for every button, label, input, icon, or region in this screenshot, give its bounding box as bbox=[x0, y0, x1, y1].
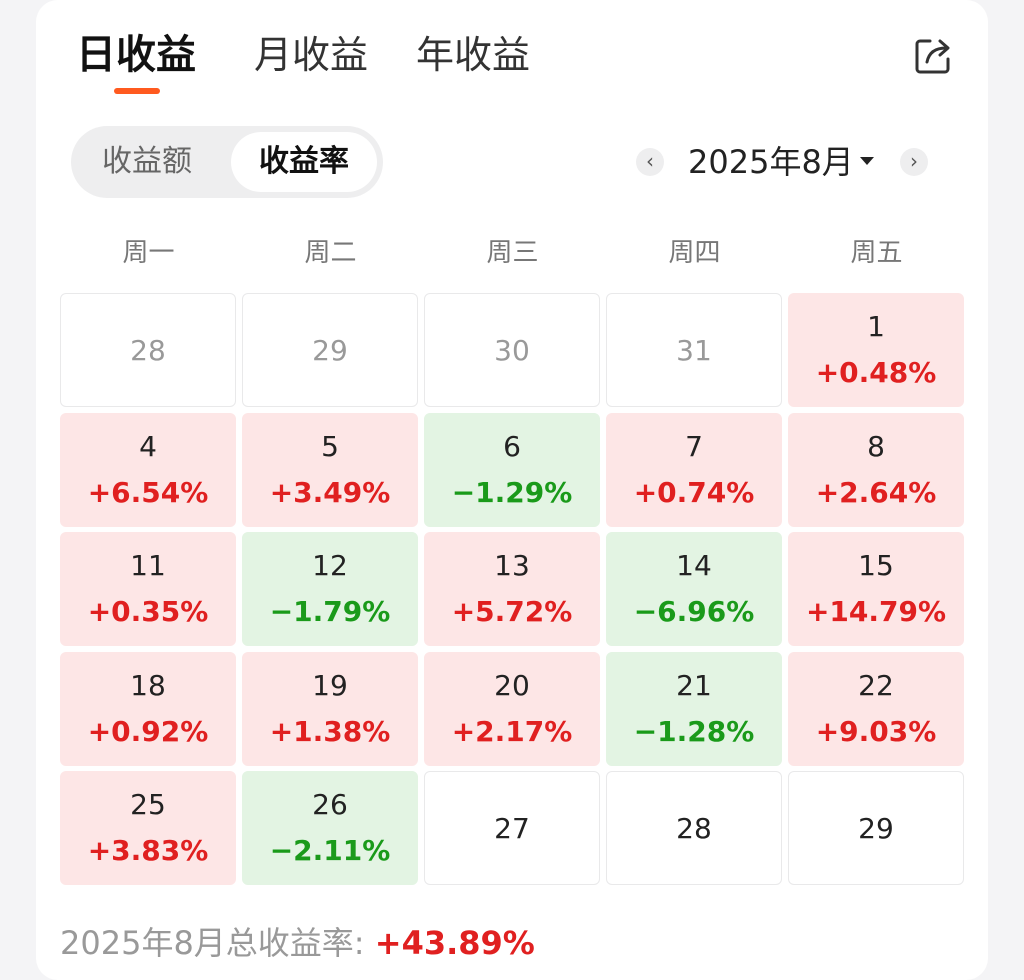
weekday-label: 周二 bbox=[304, 238, 357, 268]
daily-return: +3.49% bbox=[269, 476, 391, 509]
calendar-day-cell[interactable]: 20 +2.17% bbox=[424, 652, 600, 766]
calendar-day-cell[interactable]: 28 bbox=[60, 293, 236, 407]
day-number: 25 bbox=[130, 788, 166, 821]
day-number: 11 bbox=[130, 549, 166, 582]
day-number: 22 bbox=[858, 669, 894, 702]
day-number: 29 bbox=[312, 334, 348, 367]
day-number: 6 bbox=[503, 430, 521, 463]
calendar-day-cell[interactable]: 19 +1.38% bbox=[242, 652, 418, 766]
daily-return: −6.96% bbox=[633, 595, 755, 628]
daily-return: +6.54% bbox=[87, 476, 209, 509]
daily-return: +0.48% bbox=[815, 356, 937, 389]
calendar-day-cell[interactable]: 27 bbox=[424, 771, 600, 885]
amount-rate-toggle: 收益额 收益率 bbox=[71, 126, 383, 198]
calendar-day-cell[interactable]: 8 +2.64% bbox=[788, 413, 964, 527]
daily-return: +2.17% bbox=[451, 715, 573, 748]
daily-return: +2.64% bbox=[815, 476, 937, 509]
day-number: 26 bbox=[312, 788, 348, 821]
daily-return: +0.74% bbox=[633, 476, 755, 509]
active-tab-indicator bbox=[114, 88, 160, 94]
calendar-day-cell[interactable]: 31 bbox=[606, 293, 782, 407]
total-label: 2025年8月总收益率: bbox=[60, 924, 375, 962]
prev-month-button[interactable]: ‹ bbox=[636, 148, 664, 176]
day-number: 28 bbox=[676, 812, 712, 845]
toggle-rate[interactable]: 收益率 bbox=[231, 132, 377, 192]
daily-return: +1.38% bbox=[269, 715, 391, 748]
day-number: 5 bbox=[321, 430, 339, 463]
month-navigator: ‹ 2025年8月 › bbox=[636, 140, 936, 186]
calendar-grid: 28 29 30 31 1 +0.48% 4 +6.54% 5 +3.49% 6 −1.29% 7 +0.… bbox=[60, 293, 964, 887]
calendar-day-cell[interactable]: 13 +5.72% bbox=[424, 532, 600, 646]
tab-daily[interactable]: 日收益 bbox=[76, 32, 196, 78]
caret-down-icon bbox=[859, 157, 874, 165]
calendar-day-cell[interactable]: 6 −1.29% bbox=[424, 413, 600, 527]
calendar-day-cell[interactable]: 12 −1.79% bbox=[242, 532, 418, 646]
day-number: 8 bbox=[867, 430, 885, 463]
weekday-label: 周一 bbox=[122, 238, 175, 268]
calendar-day-cell[interactable]: 7 +0.74% bbox=[606, 413, 782, 527]
tab-yearly[interactable]: 年收益 bbox=[416, 33, 531, 77]
day-number: 14 bbox=[676, 549, 712, 582]
day-number: 27 bbox=[494, 812, 530, 845]
calendar-day-cell[interactable]: 14 −6.96% bbox=[606, 532, 782, 646]
share-icon[interactable] bbox=[912, 35, 954, 77]
calendar-day-cell[interactable]: 18 +0.92% bbox=[60, 652, 236, 766]
day-number: 18 bbox=[130, 669, 166, 702]
total-value: +43.89% bbox=[374, 924, 535, 962]
weekday-header: 周一 周二 周三 周四 周五 bbox=[60, 232, 964, 272]
calendar-day-cell[interactable]: 5 +3.49% bbox=[242, 413, 418, 527]
day-number: 19 bbox=[312, 669, 348, 702]
calendar-day-cell[interactable]: 1 +0.48% bbox=[788, 293, 964, 407]
day-number: 29 bbox=[858, 812, 894, 845]
calendar-day-cell[interactable]: 30 bbox=[424, 293, 600, 407]
monthly-total: 2025年8月总收益率: +43.89% bbox=[60, 918, 535, 964]
next-month-button[interactable]: › bbox=[900, 148, 928, 176]
day-number: 31 bbox=[676, 334, 712, 367]
calendar-day-cell[interactable]: 29 bbox=[788, 771, 964, 885]
month-label: 2025年8月 bbox=[688, 143, 854, 181]
daily-return: −1.29% bbox=[451, 476, 573, 509]
daily-return: +5.72% bbox=[451, 595, 573, 628]
daily-return: −2.11% bbox=[269, 834, 391, 867]
calendar-day-cell[interactable]: 21 −1.28% bbox=[606, 652, 782, 766]
calendar-day-cell[interactable]: 4 +6.54% bbox=[60, 413, 236, 527]
daily-return: +0.35% bbox=[87, 595, 209, 628]
earnings-card: 日收益 月收益 年收益 收益额 收益率 ‹ 2025年8月 › 周一 周二 周三… bbox=[36, 0, 988, 980]
month-selector[interactable]: 2025年8月 bbox=[688, 140, 874, 184]
calendar-day-cell[interactable]: 15 +14.79% bbox=[788, 532, 964, 646]
daily-return: +9.03% bbox=[815, 715, 937, 748]
daily-return: −1.79% bbox=[269, 595, 391, 628]
day-number: 4 bbox=[139, 430, 157, 463]
daily-return: +3.83% bbox=[87, 834, 209, 867]
weekday-label: 周五 bbox=[850, 238, 903, 268]
day-number: 13 bbox=[494, 549, 530, 582]
daily-return: +14.79% bbox=[805, 595, 947, 628]
calendar-day-cell[interactable]: 28 bbox=[606, 771, 782, 885]
calendar-day-cell[interactable]: 26 −2.11% bbox=[242, 771, 418, 885]
earnings-tabs: 日收益 月收益 年收益 bbox=[36, 0, 988, 110]
toggle-amount[interactable]: 收益额 bbox=[102, 144, 192, 179]
calendar-day-cell[interactable]: 22 +9.03% bbox=[788, 652, 964, 766]
daily-return: +0.92% bbox=[87, 715, 209, 748]
day-number: 30 bbox=[494, 334, 530, 367]
day-number: 7 bbox=[685, 430, 703, 463]
tab-monthly[interactable]: 月收益 bbox=[254, 33, 369, 77]
calendar-day-cell[interactable]: 11 +0.35% bbox=[60, 532, 236, 646]
daily-return: −1.28% bbox=[633, 715, 755, 748]
day-number: 15 bbox=[858, 549, 894, 582]
weekday-label: 周三 bbox=[486, 238, 539, 268]
calendar-day-cell[interactable]: 25 +3.83% bbox=[60, 771, 236, 885]
day-number: 20 bbox=[494, 669, 530, 702]
weekday-label: 周四 bbox=[668, 238, 721, 268]
day-number: 28 bbox=[130, 334, 166, 367]
calendar-day-cell[interactable]: 29 bbox=[242, 293, 418, 407]
day-number: 21 bbox=[676, 669, 712, 702]
day-number: 12 bbox=[312, 549, 348, 582]
day-number: 1 bbox=[867, 310, 885, 343]
